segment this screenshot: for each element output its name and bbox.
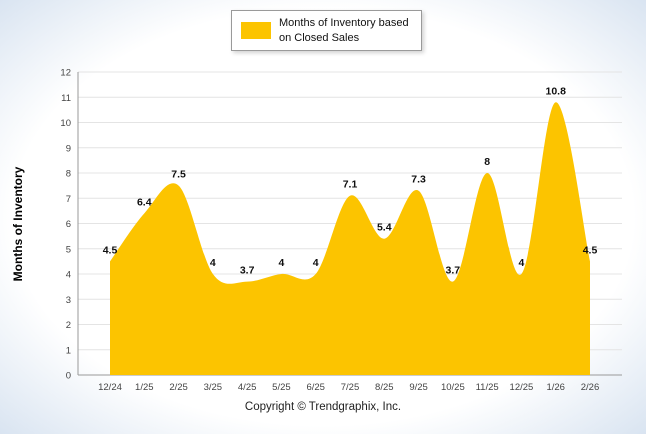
legend-swatch	[241, 22, 271, 40]
data-label: 5.4	[377, 222, 392, 234]
data-label: 7.5	[171, 169, 186, 181]
data-label: 7.3	[411, 174, 426, 186]
data-label: 4	[210, 257, 216, 269]
y-tick-label: 11	[61, 93, 71, 104]
data-label: 4.5	[103, 244, 118, 256]
x-tick-label: 2/26	[581, 382, 600, 393]
y-tick-label: 1	[66, 345, 71, 356]
footer-text: Copyright © Trendgraphix, Inc.	[244, 401, 402, 413]
data-label: 3.7	[240, 265, 255, 277]
x-tick-label: 5/25	[272, 382, 291, 393]
data-label: 4	[279, 257, 285, 269]
data-label: 10.8	[545, 85, 566, 97]
legend-label: Months of Inventory based on Closed Sale…	[279, 16, 409, 45]
data-label: 4	[313, 257, 319, 269]
y-tick-label: 12	[60, 68, 71, 79]
x-tick-label: 8/25	[375, 382, 394, 393]
y-tick-label: 6	[66, 219, 71, 230]
legend-label-line1: Months of Inventory based	[279, 17, 409, 29]
legend-label-line2: on Closed Sales	[279, 31, 360, 44]
data-label: 3.7	[446, 265, 461, 277]
x-tick-label: 7/25	[341, 382, 360, 393]
y-tick-label: 2	[66, 320, 71, 331]
data-label: 6.4	[137, 196, 152, 208]
x-tick-label: 11/25	[476, 382, 499, 393]
x-tick-label: 3/25	[204, 382, 223, 393]
y-tick-label: 8	[66, 169, 71, 180]
y-tick-label: 0	[66, 371, 71, 382]
data-label: 7.1	[343, 179, 358, 191]
data-label: 4.5	[583, 244, 598, 256]
data-label: 8	[484, 156, 490, 168]
x-tick-label: 10/25	[441, 382, 465, 393]
y-tick-label: 5	[66, 244, 71, 255]
data-label: 4	[519, 257, 525, 269]
y-tick-label: 3	[66, 295, 71, 306]
x-tick-label: 12/25	[510, 382, 534, 393]
x-tick-label: 4/25	[238, 382, 257, 393]
x-tick-label: 9/25	[409, 382, 428, 393]
x-tick-label: 6/25	[306, 382, 325, 393]
x-tick-label: 2/25	[169, 382, 188, 393]
x-tick-label: 1/26	[546, 382, 565, 393]
y-tick-label: 4	[66, 270, 71, 281]
y-tick-label: 10	[60, 118, 71, 129]
y-tick-label: 7	[66, 194, 71, 205]
x-tick-label: 1/25	[135, 382, 154, 393]
series-area	[110, 102, 590, 376]
y-tick-label: 9	[66, 143, 71, 154]
x-tick-label: 12/24	[98, 382, 122, 393]
legend-box: Months of Inventory based on Closed Sale…	[231, 10, 422, 52]
